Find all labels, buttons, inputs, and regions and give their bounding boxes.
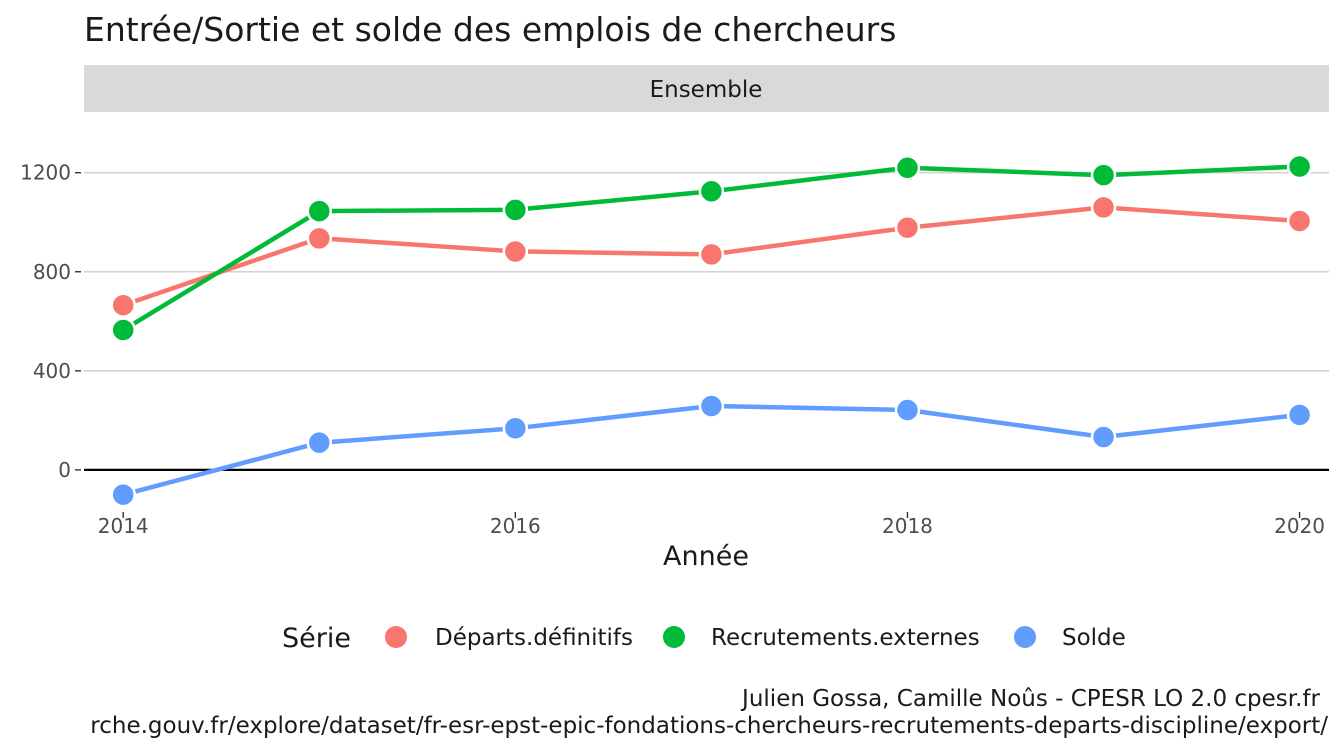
data-point-s0-2018 — [894, 214, 921, 241]
data-point-s1-2019 — [1090, 162, 1117, 188]
data-point-s1-2018 — [894, 154, 921, 181]
chart-title: Entrée/Sortie et solde des emplois de ch… — [84, 10, 896, 49]
legend: Série Départs.définitifs Recrutements.ex… — [282, 623, 1126, 654]
data-point-s0-2020 — [1286, 208, 1313, 234]
y-axis-ticks: 0 400 800 1200 — [20, 161, 81, 482]
grid-lines — [84, 171, 1329, 471]
caption-source: rche.gouv.fr/explore/dataset/fr-esr-epst… — [90, 713, 1328, 739]
y-tick-label: 800 — [33, 260, 71, 284]
data-point-s1-2014 — [110, 317, 136, 343]
y-tick-label: 0 — [58, 458, 71, 482]
x-tick-label: 2020 — [1274, 514, 1325, 538]
legend-key-recrutements — [663, 626, 685, 648]
data-point-s0-2017 — [698, 241, 725, 268]
data-point-s2-2015 — [306, 429, 333, 456]
legend-label-departs: Départs.définitifs — [435, 625, 633, 651]
legend-key-solde — [1014, 626, 1036, 648]
x-tick-label: 2016 — [490, 514, 541, 538]
x-axis-ticks: 2014 2016 2018 2020 — [98, 512, 1325, 538]
data-point-s2-2020 — [1286, 402, 1313, 428]
series-layer — [110, 153, 1313, 508]
data-point-s0-2015 — [306, 225, 333, 252]
data-point-s1-2016 — [502, 197, 529, 223]
x-tick-label: 2018 — [882, 514, 933, 538]
data-point-s1-2015 — [306, 198, 333, 224]
data-point-s1-2017 — [698, 178, 725, 205]
facet-strip — [84, 65, 1329, 112]
caption-authors: Julien Gossa, Camille Noûs - CPESR LO 2.… — [740, 686, 1320, 712]
x-axis-title: Année — [663, 541, 749, 572]
x-tick-label: 2014 — [98, 514, 149, 538]
data-point-s0-2014 — [110, 292, 136, 318]
data-point-s2-2018 — [894, 397, 921, 423]
series-line-2 — [120, 403, 1302, 497]
data-point-s2-2019 — [1090, 424, 1117, 450]
data-point-s2-2016 — [502, 415, 529, 442]
data-point-s2-2017 — [698, 393, 725, 419]
legend-key-departs — [385, 626, 407, 648]
facet-label: Ensemble — [650, 77, 763, 103]
data-point-s0-2019 — [1090, 194, 1117, 221]
legend-label-solde: Solde — [1062, 625, 1126, 651]
data-point-s2-2014 — [110, 481, 136, 508]
legend-title: Série — [282, 623, 351, 654]
data-point-s0-2016 — [502, 238, 529, 265]
y-tick-label: 400 — [33, 359, 71, 383]
legend-label-recrutements: Recrutements.externes — [711, 625, 980, 651]
y-tick-label: 1200 — [20, 161, 71, 185]
data-point-s1-2020 — [1286, 153, 1313, 180]
